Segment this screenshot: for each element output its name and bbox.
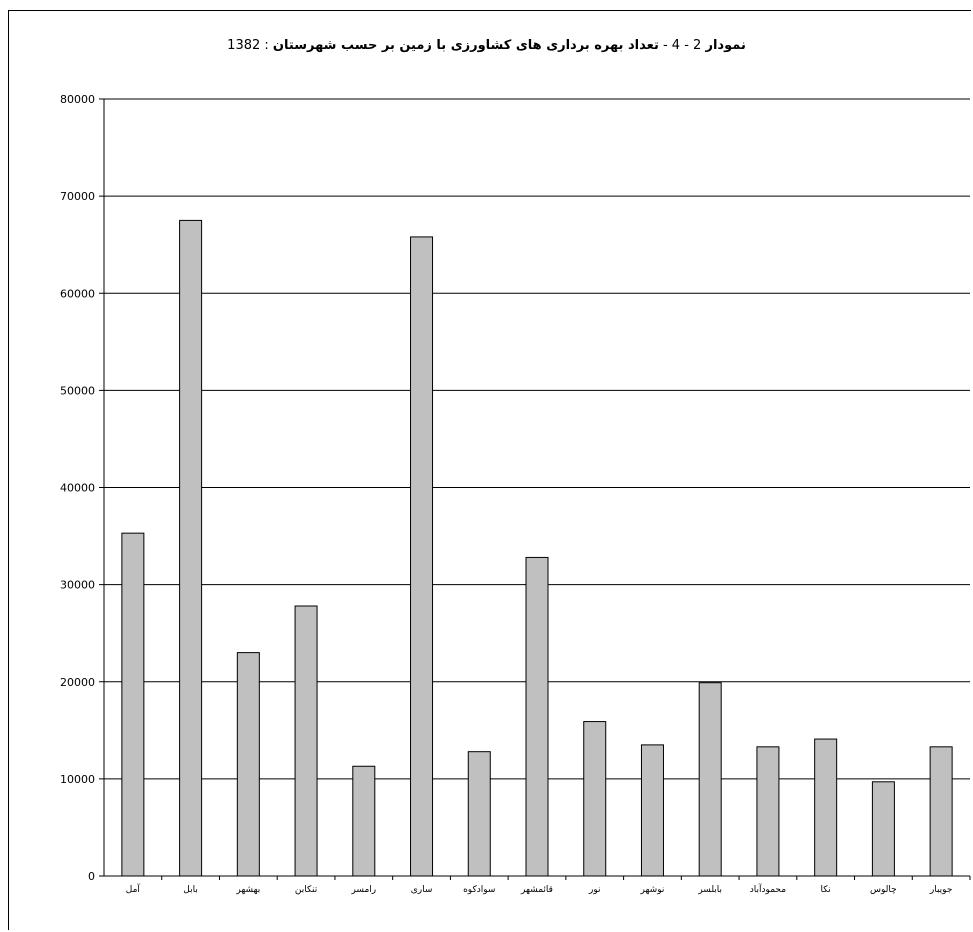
y-tick-label: 40000	[60, 482, 95, 495]
y-tick-label: 0	[88, 870, 95, 883]
x-tick-label: چالوس	[870, 885, 897, 895]
bar	[179, 219, 203, 877]
x-tick-label: نوشهر	[640, 885, 665, 895]
bar	[467, 751, 491, 877]
bar	[294, 605, 318, 877]
y-tick-label: 60000	[60, 287, 95, 300]
bar	[410, 236, 434, 877]
bar	[756, 746, 780, 877]
bar	[352, 765, 376, 877]
y-tick-label: 10000	[60, 773, 95, 786]
x-tick-label: نکا	[821, 885, 831, 895]
x-tick-label: ساری	[411, 885, 433, 895]
x-tick-label: بابل	[183, 885, 198, 895]
x-tick-label: بهشهر	[235, 885, 260, 895]
bar	[525, 556, 549, 877]
chart-title-year: : 1382	[227, 38, 269, 53]
y-tick-label: 50000	[60, 384, 95, 397]
chart-title: نمودار 2 - 4 - تعداد بهره برداری های کشا…	[0, 38, 973, 53]
x-tick-label: رامسر	[350, 885, 376, 895]
bar	[640, 744, 664, 877]
x-tick-label: قائمشهر	[520, 885, 553, 895]
x-tick-label: تنکابن	[295, 885, 318, 895]
bar	[121, 532, 145, 877]
bar	[698, 682, 722, 877]
chart-title-text: تعداد بهره برداری های کشاورزی با زمین بر…	[272, 38, 659, 53]
chart-title-number: 2 - 4 -	[662, 38, 702, 53]
x-tick-label: سوادکوه	[463, 885, 495, 895]
y-tick-label: 20000	[60, 676, 95, 689]
y-tick-label: 80000	[60, 93, 95, 106]
bar	[814, 738, 838, 877]
x-tick-label: بابلسر	[697, 885, 722, 895]
chart-title-label: نمودار	[705, 38, 746, 53]
bar	[236, 652, 260, 877]
bar	[583, 721, 607, 877]
x-tick-label: محمودآباد	[750, 883, 786, 895]
bar	[871, 781, 895, 877]
y-tick-label: 30000	[60, 579, 95, 592]
x-tick-label: آمل	[126, 883, 141, 895]
bar	[929, 746, 953, 877]
y-tick-label: 70000	[60, 190, 95, 203]
x-tick-label: جویبار	[929, 885, 953, 895]
x-tick-label: نور	[588, 885, 601, 895]
